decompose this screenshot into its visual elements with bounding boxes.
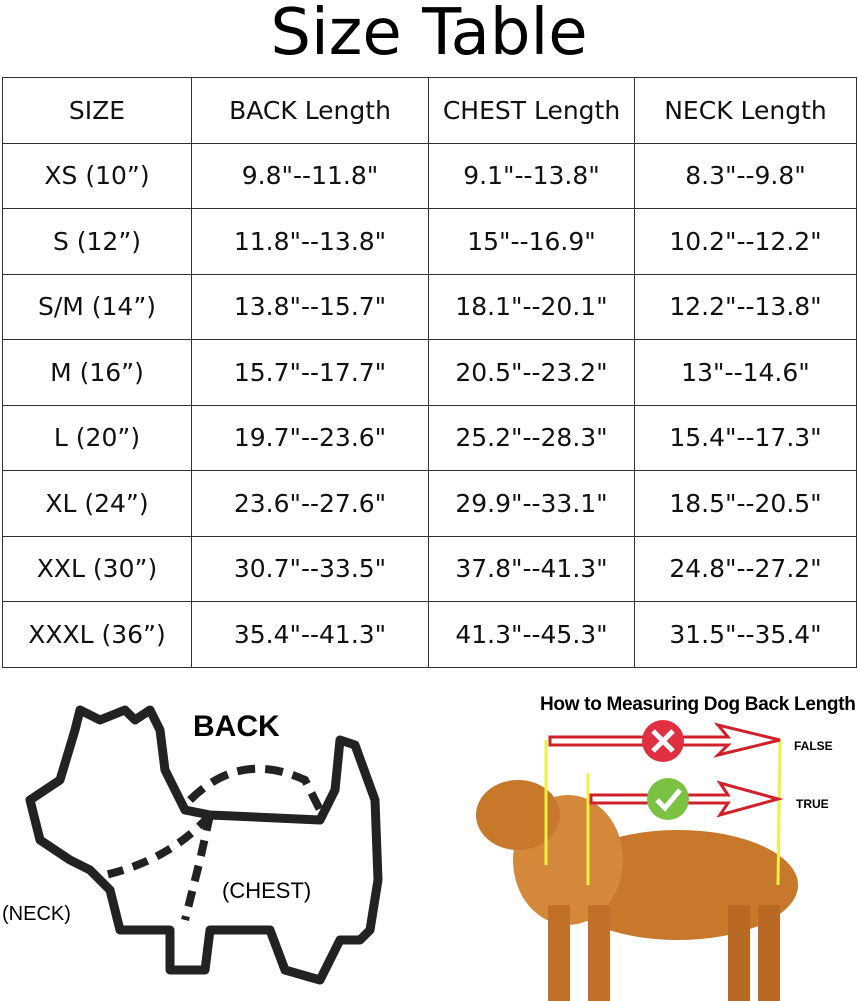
neck-measure-line: [104, 812, 213, 879]
table-cell: 37.8"--41.3": [428, 535, 635, 602]
table-cell: 13"--14.6": [634, 339, 857, 406]
table-cell: 15"--16.9": [428, 208, 635, 275]
table-row: L (20”) 19.7"--23.6" 25.2"--28.3" 15.4"--17…: [2, 404, 857, 471]
header-row: SIZE BACK Length CHEST Length NECK Length: [2, 77, 857, 144]
table-cell: 29.9"--33.1": [428, 470, 635, 537]
table-cell: M (16”): [2, 339, 192, 406]
column-header: BACK Length: [191, 77, 429, 144]
dog-outline: [25, 705, 383, 985]
true-arrow: [589, 778, 784, 820]
table-cell: S/M (14”): [2, 273, 192, 340]
table-cell: 31.5"--35.4": [634, 601, 857, 668]
table-row: XXL (30”) 30.7"--33.5" 37.8"--41.3" 24.8"--…: [2, 535, 857, 602]
table-cell: XXXL (36”): [2, 601, 192, 668]
dog-outline-diagram: [25, 705, 383, 985]
table-cell: 41.3"--45.3": [428, 601, 635, 668]
table-cell: 18.1"--20.1": [428, 273, 635, 340]
column-header: CHEST Length: [428, 77, 635, 144]
chest-label: (CHEST): [222, 878, 312, 903]
table-cell: 20.5"--23.2": [428, 339, 635, 406]
table-cell: 19.7"--23.6": [191, 404, 429, 471]
table-row: XL (24”) 23.6"--27.6" 29.9"--33.1" 18.5"--2…: [2, 470, 857, 537]
table-cell: XL (24”): [2, 470, 192, 537]
table-cell: 30.7"--33.5": [191, 535, 429, 602]
table-cell: S (12”): [2, 208, 192, 275]
table-cell: 24.8"--27.2": [634, 535, 857, 602]
back-label: BACK: [193, 710, 280, 743]
table-cell: L (20”): [2, 404, 192, 471]
measure-title: How to Measuring Dog Back Length: [540, 694, 856, 715]
check-icon: [647, 778, 689, 820]
table-cell: 23.6"--27.6": [191, 470, 429, 537]
true-label: TRUE: [796, 797, 829, 811]
table-cell: 11.8"--13.8": [191, 208, 429, 275]
table-cell: 25.2"--28.3": [428, 404, 635, 471]
table-row: M (16”) 15.7"--17.7" 20.5"--23.2" 13"--14.6…: [2, 339, 857, 406]
table-row: S/M (14”) 13.8"--15.7" 18.1"--20.1" 12.2"--…: [2, 273, 857, 340]
back-measure-line: [187, 764, 324, 812]
table-row: S (12”) 11.8"--13.8" 15"--16.9" 10.2"--12.2…: [2, 208, 857, 275]
table-cell: 9.8"--11.8": [191, 142, 429, 209]
table-cell: 8.3"--9.8": [634, 142, 857, 209]
column-header: SIZE: [2, 77, 192, 144]
table-cell: 35.4"--41.3": [191, 601, 429, 668]
table-cell: 15.4"--17.3": [634, 404, 857, 471]
neck-label: (NECK): [2, 903, 71, 925]
dog-measure-photo: [476, 720, 798, 1001]
table-cell: 18.5"--20.5": [634, 470, 857, 537]
table-cell: 9.1"--13.8": [428, 142, 635, 209]
size-table: SIZE BACK Length CHEST Length NECK Length XS…: [2, 77, 857, 668]
table-row: XS (10”) 9.8"--11.8" 9.1"--13.8" 8.3"--9.8": [2, 142, 857, 209]
dog-head: [476, 780, 560, 850]
table-row: XXXL (36”) 35.4"--41.3" 41.3"--45.3" 31.5"-…: [2, 601, 857, 668]
false-arrow: [548, 720, 781, 762]
table-cell: XXL (30”): [2, 535, 192, 602]
table-cell: 10.2"--12.2": [634, 208, 857, 275]
table-cell: 15.7"--17.7": [191, 339, 429, 406]
page-title: Size Table: [270, 0, 588, 70]
table-cell: 13.8"--15.7": [191, 273, 429, 340]
column-header: NECK Length: [634, 77, 857, 144]
false-label: FALSE: [794, 739, 833, 753]
table-cell: XS (10”): [2, 142, 192, 209]
chest-measure-line: [181, 814, 214, 921]
table-cell: 12.2"--13.8": [634, 273, 857, 340]
